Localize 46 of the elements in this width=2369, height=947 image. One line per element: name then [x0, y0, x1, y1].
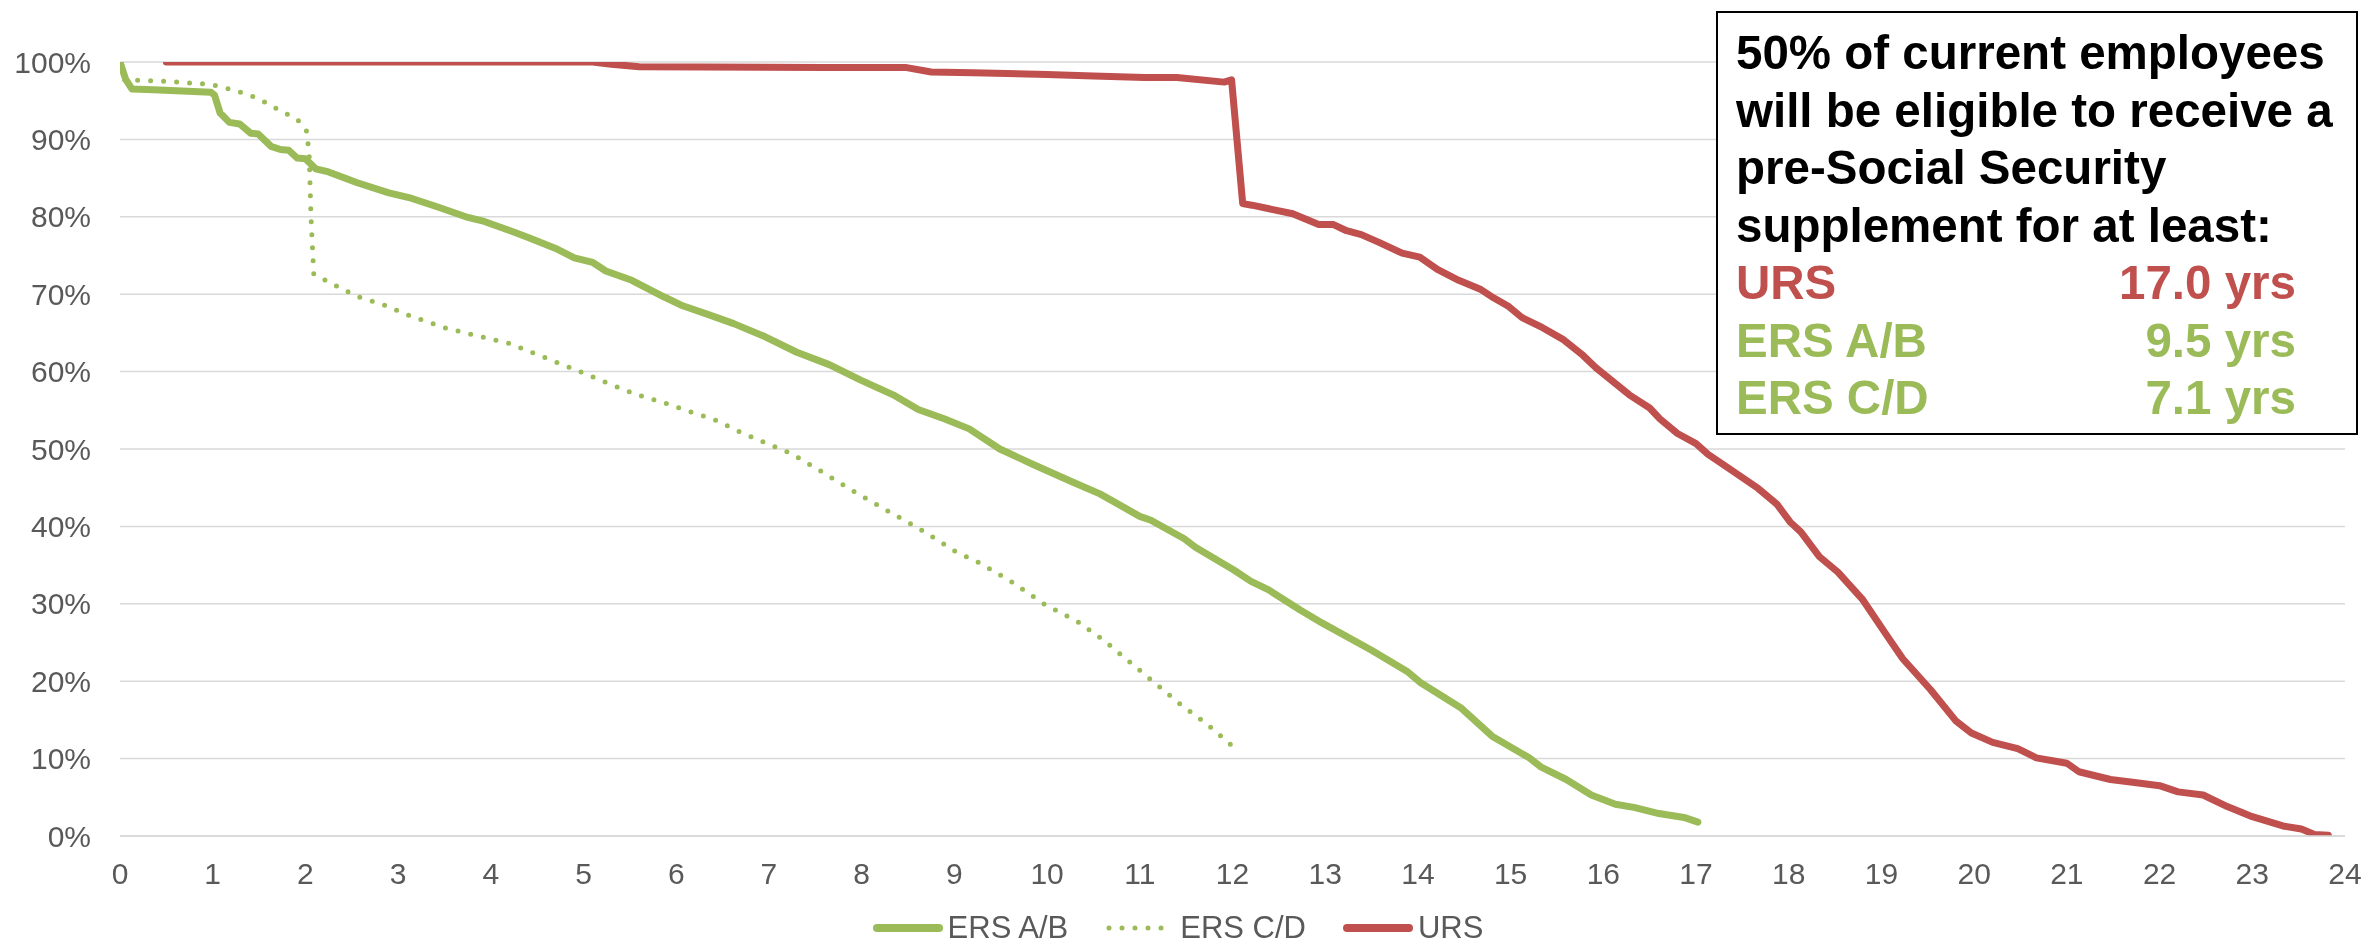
x-tick-label: 13 — [1308, 857, 1342, 891]
legend-label: URS — [1417, 909, 1484, 946]
x-tick-label: 18 — [1772, 857, 1806, 891]
x-tick-label: 12 — [1215, 857, 1250, 891]
y-tick-label: 30% — [30, 587, 91, 621]
x-tick-label: 24 — [2328, 857, 2362, 891]
x-tick-label: 20 — [1957, 857, 1991, 891]
annotation: ERS A/B — [1736, 312, 1927, 369]
annotation: 50% of current employees will be eligible to receive a pre-Social Security supplement for at least: — [1736, 25, 2334, 254]
x-tick-label: 15 — [1493, 857, 1528, 891]
x-tick-label: 3 — [389, 857, 407, 891]
x-tick-label: 5 — [575, 857, 592, 891]
x-tick-label: 19 — [1864, 857, 1899, 891]
annotation: 17.0 yrs — [2119, 255, 2296, 311]
x-tick-label: 7 — [760, 857, 778, 891]
x-tick-label: 9 — [946, 857, 963, 891]
annotation: 7.1 yrs — [2145, 370, 2296, 426]
x-tick-label: 1 — [204, 857, 222, 891]
legend-label: ERS A/B — [947, 909, 1069, 946]
x-tick-label: 8 — [853, 857, 871, 891]
y-tick-label: 40% — [30, 510, 91, 544]
annotation: URS — [1736, 255, 1837, 311]
x-tick-label: 14 — [1401, 857, 1435, 891]
x-tick-label: 22 — [2142, 857, 2177, 891]
y-tick-label: 10% — [30, 742, 91, 776]
x-tick-label: 23 — [2235, 857, 2269, 891]
x-tick-label: 6 — [667, 857, 685, 891]
y-tick-label: 90% — [30, 123, 91, 157]
x-tick-label: 10 — [1030, 857, 1064, 891]
legend-label: ERS C/D — [1180, 909, 1306, 946]
y-tick-label: 0% — [47, 819, 91, 853]
x-tick-label: 2 — [297, 857, 314, 891]
x-tick-label: 17 — [1679, 857, 1713, 891]
x-tick-label: 21 — [2050, 857, 2084, 891]
annotation: ERS C/D — [1736, 370, 1929, 426]
y-tick-label: 80% — [30, 200, 91, 234]
y-tick-label: 100% — [14, 45, 91, 79]
x-tick-label: 16 — [1586, 857, 1621, 891]
y-tick-label: 70% — [30, 277, 91, 311]
y-tick-label: 20% — [30, 664, 91, 698]
y-tick-label: 50% — [30, 432, 91, 466]
y-tick-label: 60% — [30, 355, 91, 389]
x-tick-label: 0 — [111, 857, 129, 891]
x-tick-label: 11 — [1124, 857, 1156, 891]
annotation: 9.5 yrs — [2145, 312, 2296, 369]
x-tick-label: 4 — [482, 857, 500, 891]
